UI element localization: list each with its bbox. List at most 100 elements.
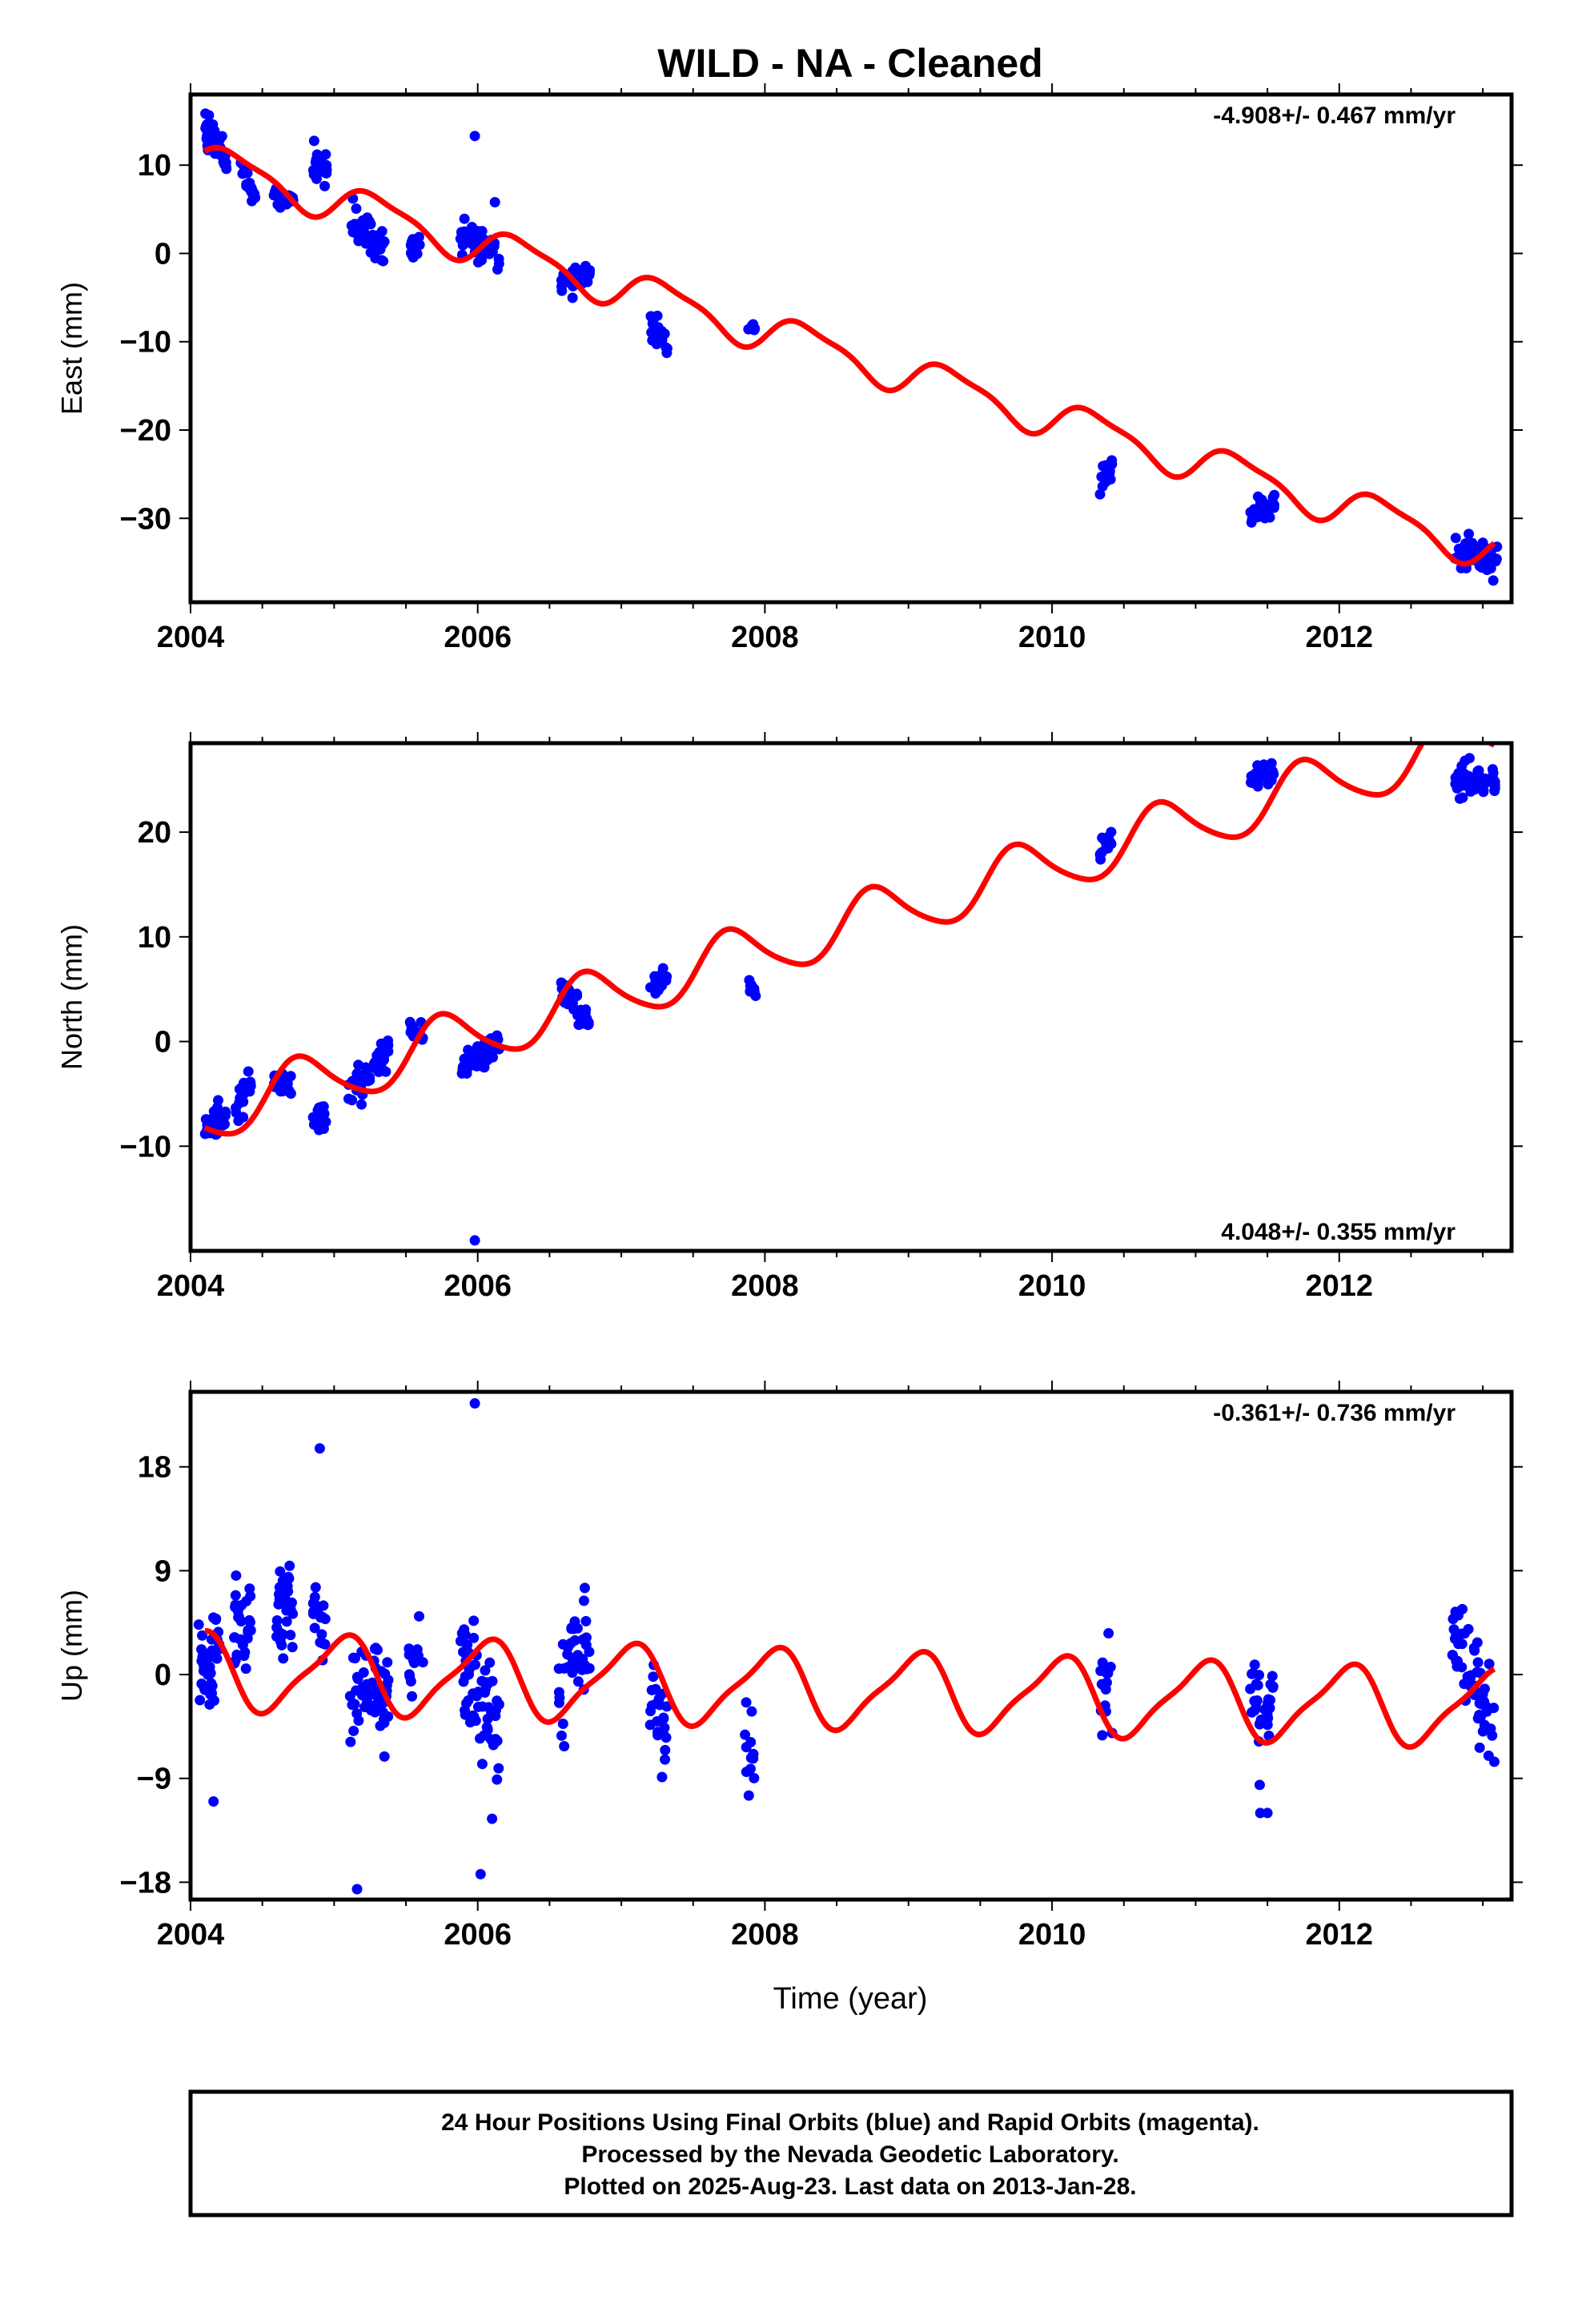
up-data-point (316, 1629, 327, 1640)
up-data-point (235, 1615, 247, 1626)
north-y-tick-label: 0 (155, 1026, 171, 1059)
up-data-point (358, 1667, 369, 1678)
east-data-point (365, 219, 376, 230)
east-y-axis-label: East (mm) (55, 282, 88, 415)
up-data-point (556, 1730, 567, 1741)
east-data-point (357, 215, 368, 226)
up-data-point (562, 1642, 573, 1653)
east-y-tick-label: 0 (155, 237, 171, 271)
up-data-point (553, 1687, 564, 1698)
footer-frame (188, 2089, 1514, 2217)
up-data-point (660, 1754, 671, 1765)
east-data-point (1269, 489, 1280, 501)
north-y-tick-label: 20 (138, 816, 171, 850)
north-data-point (381, 1041, 392, 1052)
up-data-point (566, 1623, 577, 1634)
up-data-point (484, 1657, 496, 1668)
up-data-point (746, 1706, 757, 1717)
up-data-point (244, 1583, 255, 1594)
up-data-point (275, 1566, 286, 1577)
east-data-point (311, 155, 322, 167)
east-x-tick-label: 2006 (444, 621, 512, 654)
up-data-point (275, 1594, 287, 1606)
up-data-point (567, 1667, 578, 1679)
up-data-point (579, 1582, 590, 1594)
north-data-point (1247, 778, 1258, 789)
north-data-point (656, 976, 668, 987)
north-x-tick-label: 2010 (1018, 1269, 1086, 1303)
up-data-point (229, 1632, 240, 1643)
up-data-point (740, 1729, 751, 1740)
north-data-point (364, 1072, 375, 1083)
up-data-point (197, 1630, 208, 1641)
east-data-point (1098, 471, 1109, 482)
east-data-point (584, 265, 596, 276)
north-data-point (212, 1095, 223, 1106)
up-data-point (652, 1697, 663, 1708)
up-data-point (231, 1570, 242, 1581)
up-x-tick-label: 2012 (1306, 1918, 1374, 1952)
up-data-point (349, 1699, 360, 1710)
east-y-tick-label: −20 (120, 414, 171, 448)
north-rate-annotation: 4.048+/- 0.355 mm/yr (1221, 1219, 1456, 1245)
up-x-tick-label: 2008 (731, 1918, 799, 1952)
up-data-points (193, 1397, 1500, 1895)
north-x-tick-label: 2012 (1306, 1269, 1374, 1303)
up-data-point (567, 1653, 578, 1664)
up-data-point (311, 1600, 322, 1611)
north-data-point (356, 1099, 367, 1110)
north-data-point (1481, 775, 1492, 786)
up-data-point (1456, 1662, 1468, 1673)
up-data-point (468, 1615, 480, 1626)
up-data-point (1250, 1703, 1261, 1715)
up-data-point (644, 1719, 656, 1731)
up-data-point (1097, 1730, 1108, 1741)
up-data-point (559, 1663, 570, 1674)
east-data-point (200, 108, 211, 119)
north-data-point (1478, 786, 1489, 798)
up-data-point (584, 1663, 595, 1674)
up-rate-annotation: -0.361+/- 0.736 mm/yr (1213, 1400, 1456, 1426)
up-data-point (492, 1695, 503, 1707)
north-outlier-point (469, 1235, 480, 1246)
up-data-point (348, 1725, 359, 1736)
east-data-point (1263, 505, 1275, 517)
north-data-point (1254, 772, 1265, 783)
east-outlier-point (489, 197, 500, 208)
north-x-tick-label: 2004 (157, 1269, 225, 1303)
up-data-point (660, 1744, 671, 1755)
up-data-point (382, 1657, 393, 1668)
east-data-point (1252, 491, 1263, 502)
east-data-point (1488, 575, 1499, 586)
up-data-point (1265, 1695, 1276, 1706)
up-data-point (287, 1642, 298, 1653)
up-data-point (480, 1665, 491, 1676)
north-data-point (310, 1114, 321, 1125)
north-y-tick-label: 10 (138, 921, 171, 955)
up-data-point (287, 1608, 299, 1619)
up-data-point (310, 1582, 321, 1593)
north-data-point (460, 1058, 471, 1069)
up-data-point (1484, 1659, 1495, 1670)
east-data-point (276, 195, 287, 207)
east-plot-frame (188, 92, 1514, 605)
up-data-point (196, 1655, 207, 1667)
up-data-point (309, 1622, 320, 1634)
east-data-point (351, 203, 362, 214)
up-data-point (413, 1610, 424, 1622)
up-data-point (745, 1763, 756, 1775)
up-data-point (455, 1635, 466, 1647)
up-data-point (193, 1619, 204, 1630)
north-data-point (315, 1123, 326, 1134)
up-data-point (472, 1687, 484, 1698)
east-data-point (405, 247, 416, 259)
north-data-point (237, 1081, 248, 1092)
north-data-point (1267, 766, 1279, 778)
up-data-point (368, 1685, 379, 1696)
north-data-point (1454, 793, 1465, 804)
east-data-point (216, 131, 227, 142)
north-model-curve (203, 743, 1496, 1137)
up-data-point (366, 1705, 377, 1716)
up-data-point (461, 1698, 472, 1709)
east-data-point (492, 263, 503, 275)
